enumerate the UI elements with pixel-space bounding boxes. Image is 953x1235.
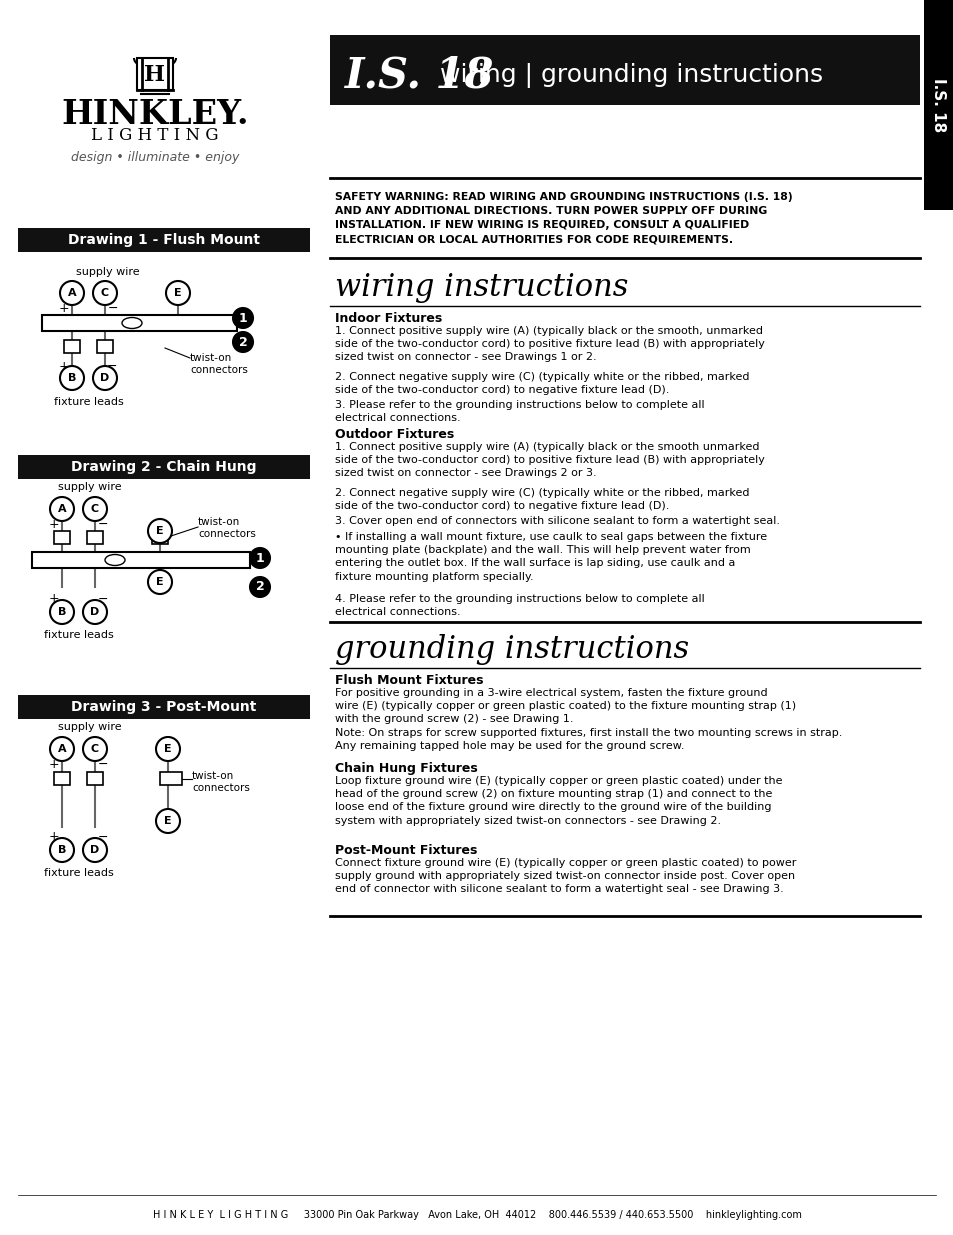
Text: C: C (91, 743, 99, 755)
Text: −: − (97, 830, 108, 844)
Text: twist-on: twist-on (190, 353, 232, 363)
Text: C: C (91, 504, 99, 514)
Text: wiring | grounding instructions: wiring | grounding instructions (432, 63, 822, 88)
Circle shape (60, 282, 84, 305)
Text: fixture leads: fixture leads (54, 396, 124, 408)
Text: −: − (107, 359, 117, 373)
Text: For positive grounding in a 3-wire electrical system, fasten the fixture ground
: For positive grounding in a 3-wire elect… (335, 688, 841, 751)
Circle shape (83, 839, 107, 862)
Text: 2: 2 (238, 336, 247, 348)
Circle shape (250, 577, 270, 597)
Circle shape (92, 366, 117, 390)
Text: 1: 1 (238, 311, 247, 325)
Text: −: − (97, 757, 108, 771)
Text: +: + (49, 593, 59, 605)
Circle shape (50, 839, 74, 862)
Text: 2. Connect negative supply wire (C) (typically white or the ribbed, marked
side : 2. Connect negative supply wire (C) (typ… (335, 372, 749, 395)
Text: grounding instructions: grounding instructions (335, 634, 688, 664)
Circle shape (50, 600, 74, 624)
Text: supply wire: supply wire (58, 722, 122, 732)
Circle shape (166, 282, 190, 305)
Bar (18, 228, 310, 252)
Text: +: + (49, 517, 59, 531)
Text: C: C (101, 288, 109, 298)
Text: E: E (164, 743, 172, 755)
Text: −: − (108, 301, 118, 315)
Text: HINKLEY.: HINKLEY. (61, 99, 249, 131)
Text: D: D (100, 373, 110, 383)
Text: E: E (156, 526, 164, 536)
Text: B: B (68, 373, 76, 383)
Text: Chain Hung Fixtures: Chain Hung Fixtures (335, 762, 477, 776)
Text: supply wire: supply wire (76, 267, 140, 277)
Text: H: H (144, 64, 165, 86)
Circle shape (50, 496, 74, 521)
Text: Loop fixture ground wire (E) (typically copper or green plastic coated) under th: Loop fixture ground wire (E) (typically … (335, 776, 781, 826)
Text: −: − (97, 593, 108, 605)
Text: twist-on: twist-on (198, 517, 240, 527)
Text: I.S. 18: I.S. 18 (930, 78, 945, 132)
Bar (42, 315, 236, 331)
Circle shape (250, 548, 270, 568)
Text: 4. Please refer to the grounding instructions below to complete all
electrical c: 4. Please refer to the grounding instruc… (335, 594, 704, 618)
Circle shape (156, 809, 180, 832)
Bar (137, 58, 172, 90)
Text: D: D (91, 606, 99, 618)
Circle shape (148, 571, 172, 594)
Bar (97, 340, 112, 353)
Bar (87, 531, 103, 543)
Bar (18, 695, 310, 719)
Ellipse shape (122, 317, 142, 329)
Text: +: + (59, 359, 70, 373)
Text: Drawing 2 - Chain Hung: Drawing 2 - Chain Hung (71, 459, 256, 474)
Circle shape (83, 600, 107, 624)
Circle shape (233, 332, 253, 352)
Text: 1. Connect positive supply wire (A) (typically black or the smooth, unmarked
sid: 1. Connect positive supply wire (A) (typ… (335, 326, 764, 362)
Text: A: A (68, 288, 76, 298)
Ellipse shape (105, 555, 125, 566)
Text: Connect fixture ground wire (E) (typically copper or green plastic coated) to po: Connect fixture ground wire (E) (typical… (335, 858, 796, 894)
Text: E: E (156, 577, 164, 587)
Text: supply wire: supply wire (58, 482, 122, 492)
Text: 1: 1 (255, 552, 264, 564)
Text: twist-on: twist-on (192, 771, 234, 781)
Text: +: + (49, 757, 59, 771)
Circle shape (60, 366, 84, 390)
Bar (87, 772, 103, 785)
Bar (923, 0, 953, 210)
Text: A: A (57, 504, 67, 514)
Bar (330, 35, 919, 105)
Circle shape (83, 496, 107, 521)
Text: 2. Connect negative supply wire (C) (typically white or the ribbed, marked
side : 2. Connect negative supply wire (C) (typ… (335, 488, 749, 511)
Text: L I G H T I N G: L I G H T I N G (91, 126, 218, 143)
Bar (32, 552, 250, 568)
Text: B: B (58, 845, 66, 855)
Bar (54, 531, 70, 543)
Text: Post-Mount Fixtures: Post-Mount Fixtures (335, 844, 476, 857)
Text: SAFETY WARNING: READ WIRING AND GROUNDING INSTRUCTIONS (I.S. 18)
AND ANY ADDITIO: SAFETY WARNING: READ WIRING AND GROUNDIN… (335, 191, 792, 245)
Text: • If installing a wall mount fixture, use caulk to seal gaps between the fixture: • If installing a wall mount fixture, us… (335, 532, 766, 582)
Circle shape (50, 737, 74, 761)
Text: I.S. 18: I.S. 18 (345, 54, 494, 96)
Text: fixture leads: fixture leads (44, 630, 113, 640)
Text: 1. Connect positive supply wire (A) (typically black or the smooth unmarked
side: 1. Connect positive supply wire (A) (typ… (335, 442, 764, 478)
Text: H I N K L E Y  L I G H T I N G     33000 Pin Oak Parkway   Avon Lake, OH  44012 : H I N K L E Y L I G H T I N G 33000 Pin … (152, 1210, 801, 1220)
Text: design • illuminate • enjoy: design • illuminate • enjoy (71, 151, 239, 163)
Text: 3. Cover open end of connectors with silicone sealant to form a watertight seal.: 3. Cover open end of connectors with sil… (335, 516, 780, 526)
Bar (64, 340, 80, 353)
Text: Flush Mount Fixtures: Flush Mount Fixtures (335, 674, 483, 687)
Text: +: + (49, 830, 59, 844)
Text: Indoor Fixtures: Indoor Fixtures (335, 312, 442, 325)
Bar (152, 531, 168, 543)
Text: 3. Please refer to the grounding instructions below to complete all
electrical c: 3. Please refer to the grounding instruc… (335, 400, 704, 424)
Bar (18, 454, 310, 479)
Text: −: − (97, 517, 108, 531)
Text: A: A (57, 743, 67, 755)
Bar (54, 772, 70, 785)
Text: +: + (59, 301, 70, 315)
Text: wiring instructions: wiring instructions (335, 272, 628, 303)
Text: B: B (58, 606, 66, 618)
Text: Drawing 1 - Flush Mount: Drawing 1 - Flush Mount (68, 233, 260, 247)
Text: connectors: connectors (190, 366, 248, 375)
Circle shape (156, 737, 180, 761)
